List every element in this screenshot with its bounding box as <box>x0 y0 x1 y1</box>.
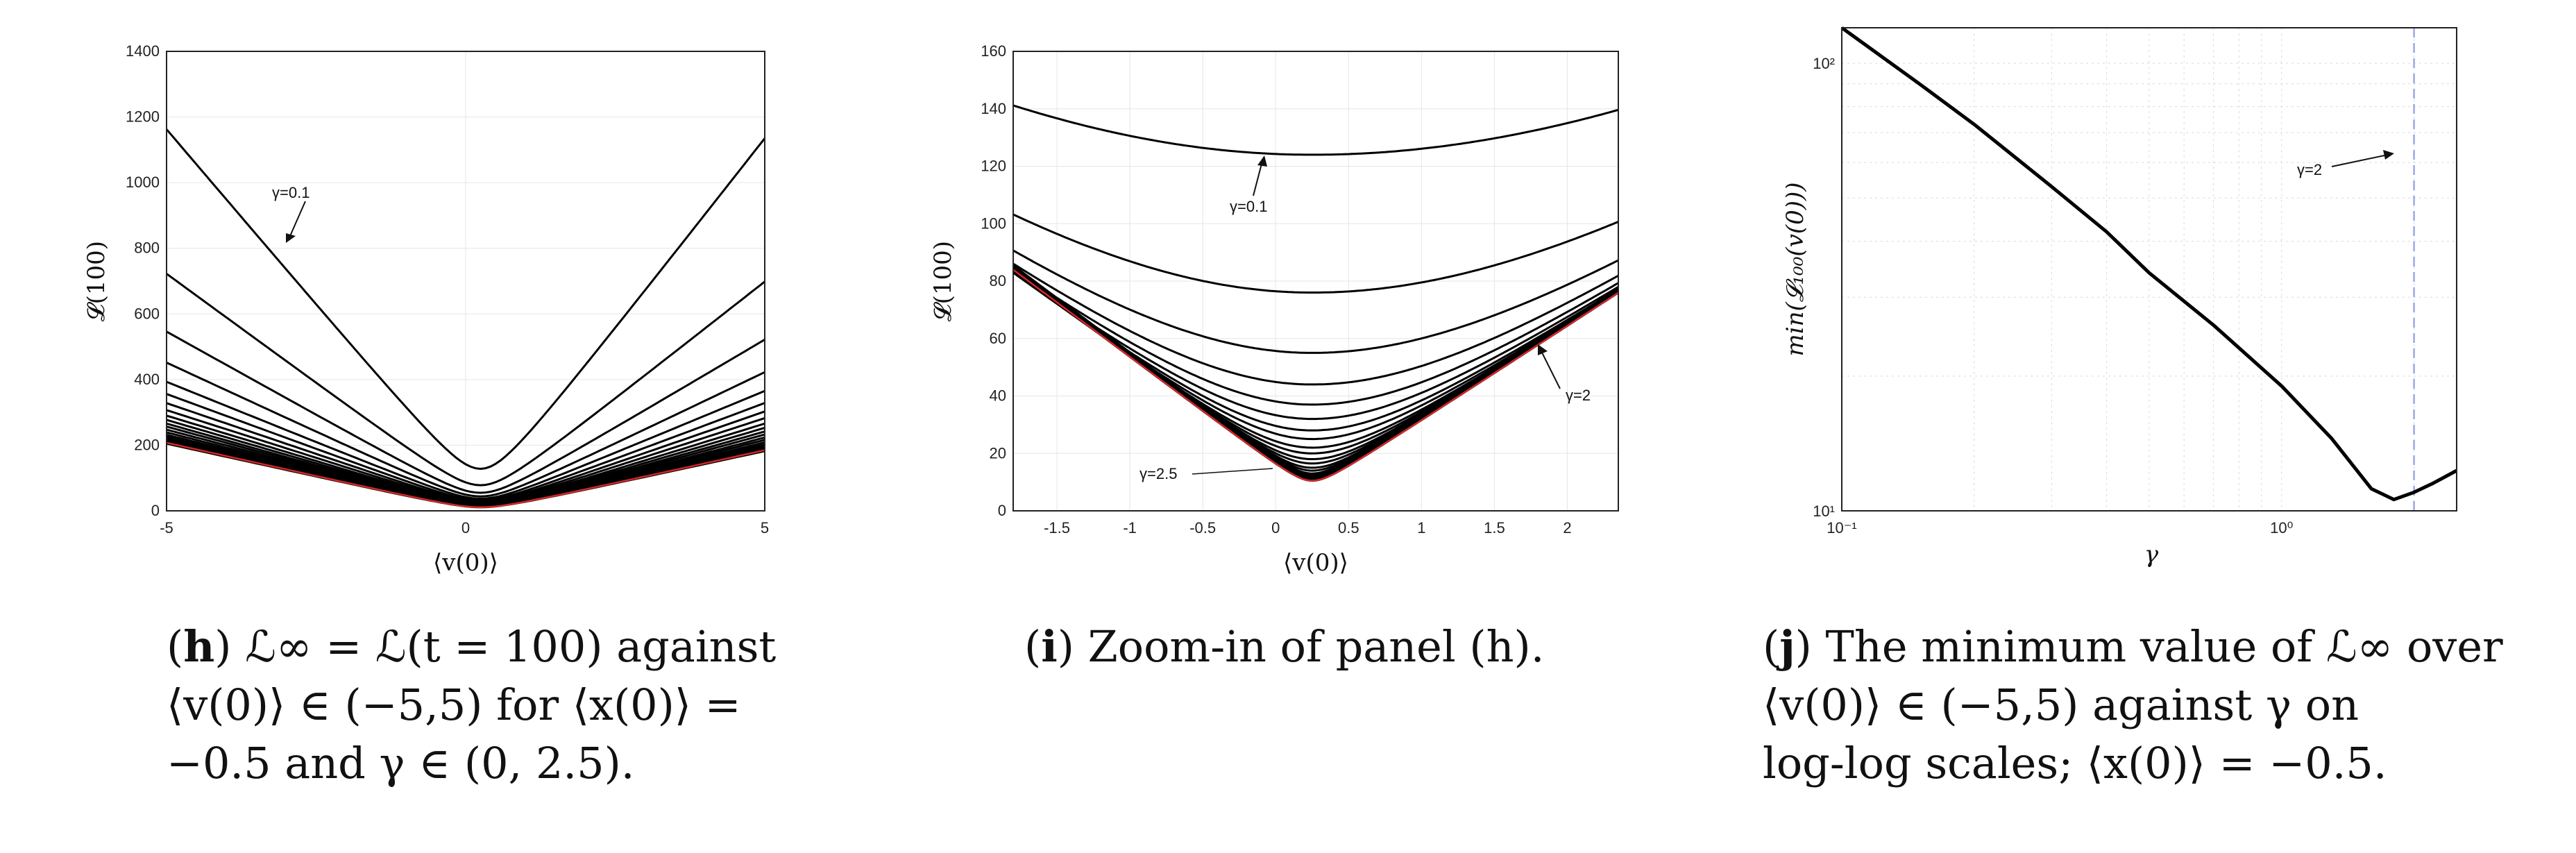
x-tick-label: 5 <box>761 519 769 537</box>
panel-j-xlabel: γ <box>2144 541 2159 568</box>
series-line-0 <box>165 128 766 471</box>
panel-j-ticks: 10⁻¹ 10⁰ 10¹ 10² <box>1813 55 2293 537</box>
series-line-18 <box>1013 267 1618 481</box>
panel-i-annotation-gamma01: γ=0.1 <box>1230 155 1267 215</box>
caption-i-label: i <box>1041 621 1058 672</box>
caption-i-line-1: Zoom-in of panel (h). <box>1087 621 1545 672</box>
panel-i-annotation-text-25: γ=2.5 <box>1139 465 1177 482</box>
caption-h: (h) ℒ∞ = ℒ(t = 100) against ⟨v(0)⟩ ∈ (−5… <box>167 621 777 788</box>
caption-j-line-2: ⟨v(0)⟩ ∈ (−5,5) against γ on <box>1763 679 2359 730</box>
panel-j-chart: 10⁻¹ 10⁰ 10¹ 10² γ min(𝓛₁₀₀(v(0))) γ=2 <box>1781 26 2458 568</box>
y-tick-label: 200 <box>134 436 160 453</box>
panel-i-series-clip <box>1013 104 1618 482</box>
y-tick-label: 1200 <box>126 108 160 126</box>
y-tick-label: 10² <box>1813 55 1835 72</box>
series-line-3 <box>1013 262 1618 386</box>
panel-j-grid <box>1841 28 2457 512</box>
x-tick-label: 0 <box>1271 519 1280 537</box>
panel-i-annotation-text-2: γ=2 <box>1566 387 1591 404</box>
caption-j-line-3: log-log scales; ⟨x(0)⟩ = −0.5. <box>1763 738 2387 788</box>
panel-i-axes-box <box>1012 51 1619 512</box>
panel-h-xlabel: ⟨v(0)⟩ <box>433 549 498 577</box>
panel-i-annotation-gamma2: γ=2 <box>1538 344 1591 404</box>
panel-h-annotation-text: γ=0.1 <box>272 184 310 201</box>
panel-i-annotation-text-01: γ=0.1 <box>1230 198 1267 215</box>
x-tick-label: 0.5 <box>1338 519 1359 537</box>
y-tick-label: 600 <box>134 305 160 322</box>
series-line-16 <box>1013 264 1618 478</box>
y-tick-label: 400 <box>134 371 160 388</box>
panel-i-annotation-gamma25: γ=2.5 <box>1139 465 1273 482</box>
caption-i: (i) Zoom-in of panel (h). <box>1024 621 1545 672</box>
panel-j-ylabel: min(𝓛₁₀₀(v(0))) <box>1781 182 1809 356</box>
min-loss-curve <box>1840 26 2458 502</box>
y-tick-label: 80 <box>990 272 1006 289</box>
caption-h-line-1: ℒ∞ = ℒ(t = 100) against <box>245 621 777 672</box>
y-tick-label: 120 <box>981 158 1006 175</box>
x-tick-label: -1 <box>1123 519 1137 537</box>
y-tick-label: 40 <box>990 387 1006 405</box>
series-line-0 <box>1013 104 1618 156</box>
panel-j-annotation-gamma2: γ=2 <box>2297 150 2394 178</box>
panel-i-chart: 0 20 40 60 80 100 120 140 160 -1.5 -1 -0.5 0 0.5 1 1.5 2… <box>929 42 1619 577</box>
caption-j: (j) The minimum value of ℒ∞ over ⟨v(0)⟩ … <box>1763 621 2503 788</box>
panel-h-ylabel: 𝓛(100) <box>83 241 110 321</box>
series-line-1 <box>166 273 765 487</box>
series-line-17 <box>1013 266 1618 479</box>
series-line-1 <box>1013 213 1618 294</box>
panel-h-axes-box <box>166 51 765 512</box>
y-tick-label: 0 <box>998 502 1006 519</box>
x-tick-label: 1 <box>1417 519 1425 537</box>
y-tick-label: 800 <box>134 239 160 257</box>
y-tick-label: 1400 <box>126 42 160 60</box>
series-line-3 <box>166 362 765 498</box>
caption-j-label: j <box>1779 621 1795 672</box>
y-tick-label: 0 <box>151 502 160 519</box>
x-tick-label: 1.5 <box>1484 519 1505 537</box>
caption-h-label: h <box>183 621 215 672</box>
x-tick-label: 10⁻¹ <box>1827 519 1856 537</box>
series-line-2 <box>1013 249 1618 354</box>
y-tick-label: 20 <box>990 444 1006 462</box>
x-tick-label: -1.5 <box>1044 519 1070 537</box>
x-tick-label: 2 <box>1563 519 1571 537</box>
x-tick-label: -5 <box>160 519 173 537</box>
series-line-2 <box>166 330 765 494</box>
panel-i-grid <box>1013 51 1618 512</box>
y-tick-label: 160 <box>981 42 1006 60</box>
caption-h-line-2: ⟨v(0)⟩ ∈ (−5,5) for ⟨x(0)⟩ = <box>167 679 741 730</box>
series-line-5 <box>166 393 765 502</box>
panel-i-xlabel: ⟨v(0)⟩ <box>1283 549 1348 577</box>
y-tick-label: 1000 <box>126 174 160 191</box>
series-line-4 <box>1013 268 1618 406</box>
y-tick-label: 100 <box>981 214 1006 232</box>
y-tick-label: 140 <box>981 100 1006 117</box>
panel-i-ticks: 0 20 40 60 80 100 120 140 160 -1.5 -1 -0.5 0 0.5 1 1.5 2 <box>981 42 1571 537</box>
panel-j-series <box>1840 26 2458 511</box>
series-line-red <box>1013 269 1618 482</box>
caption-j-line-1: The minimum value of ℒ∞ over <box>1825 621 2503 672</box>
x-tick-label: 0 <box>461 519 470 537</box>
panel-j-annotation-text: γ=2 <box>2297 161 2322 178</box>
x-tick-label: -0.5 <box>1189 519 1216 537</box>
series-line-5 <box>1013 271 1618 421</box>
panel-h-series <box>165 128 766 509</box>
series-line-20 <box>166 441 765 509</box>
caption-h-line-3: −0.5 and γ ∈ (0, 2.5). <box>167 738 635 788</box>
series-line-4 <box>166 380 765 500</box>
panel-i-series <box>1013 104 1618 482</box>
panel-j-axes-box <box>1841 27 2457 512</box>
y-tick-label: 10¹ <box>1813 502 1835 520</box>
panel-h-annotation-gamma: γ=0.1 <box>272 184 310 243</box>
y-tick-label: 60 <box>990 330 1006 347</box>
panel-i-ylabel: 𝓛(100) <box>929 241 957 321</box>
x-tick-label: 10⁰ <box>2270 519 2293 537</box>
